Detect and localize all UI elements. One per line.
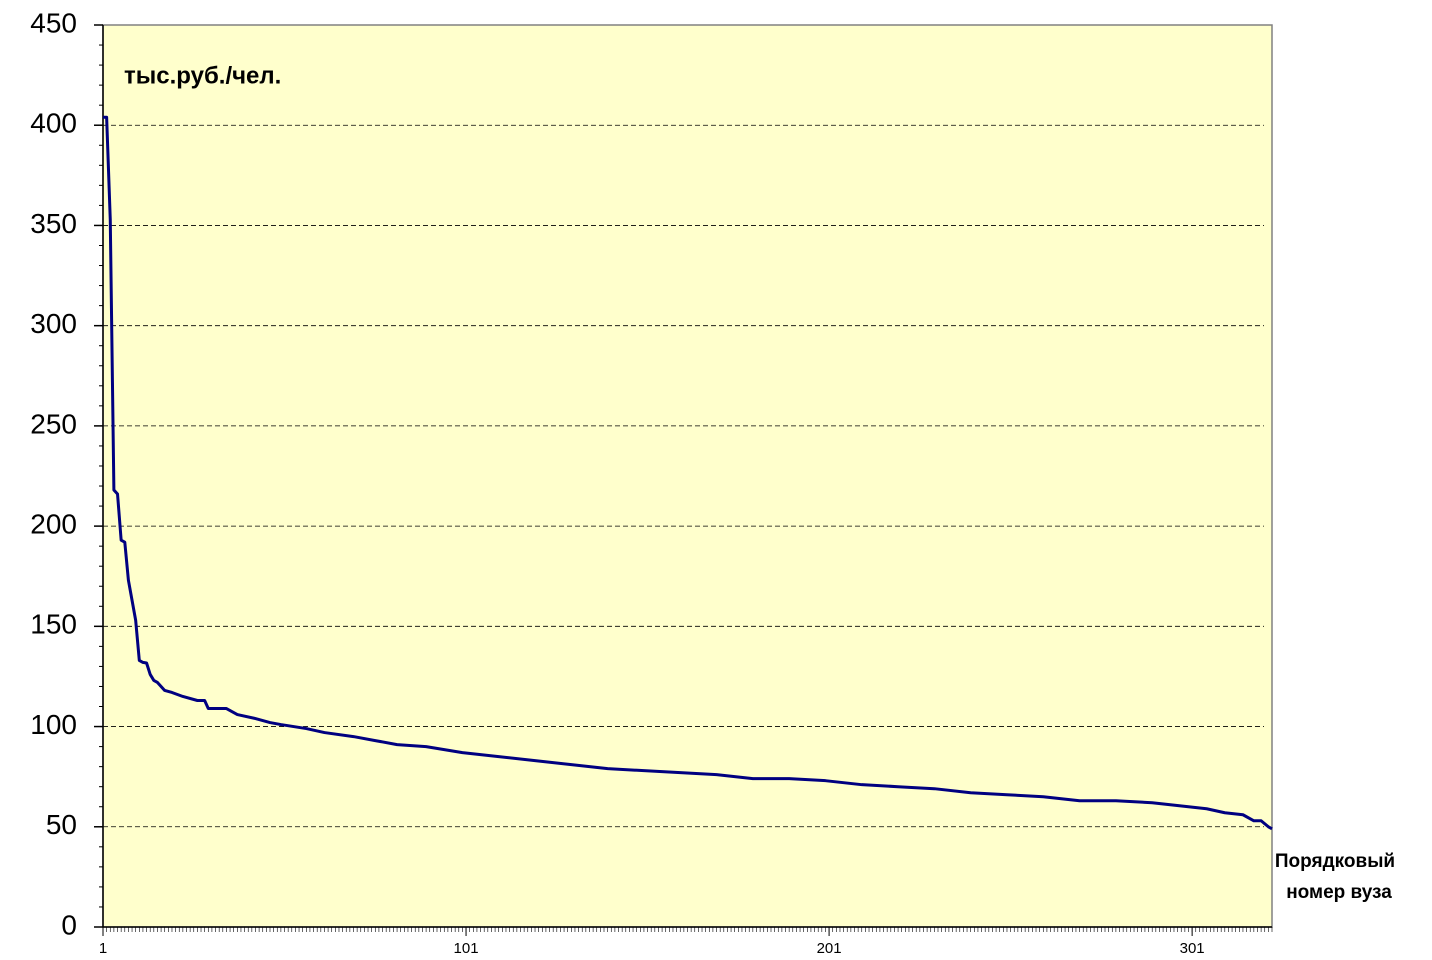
x-tick-label: 201 [817,940,842,957]
x-axis-label: Порядковый [1275,851,1395,872]
x-axis-label: номер вуза [1286,882,1392,903]
x-tick-label: 101 [454,940,479,957]
x-tick-label: 301 [1180,940,1205,957]
x-tick-label: 1 [99,940,107,957]
y-tick-label: 400 [30,108,77,139]
y-tick-label: 200 [30,509,77,540]
y-tick-label: 350 [30,208,77,239]
y-tick-label: 50 [46,809,77,840]
y-tick-label: 250 [30,408,77,439]
plot-area [102,24,1273,928]
y-tick-label: 300 [30,308,77,339]
y-tick-label: 100 [30,709,77,740]
y-axis-label: тыс.руб./чел. [124,62,281,89]
y-tick-label: 0 [61,909,77,940]
y-tick-label: 150 [30,609,77,640]
y-tick-label: 450 [30,7,77,38]
data-line [103,115,1273,831]
